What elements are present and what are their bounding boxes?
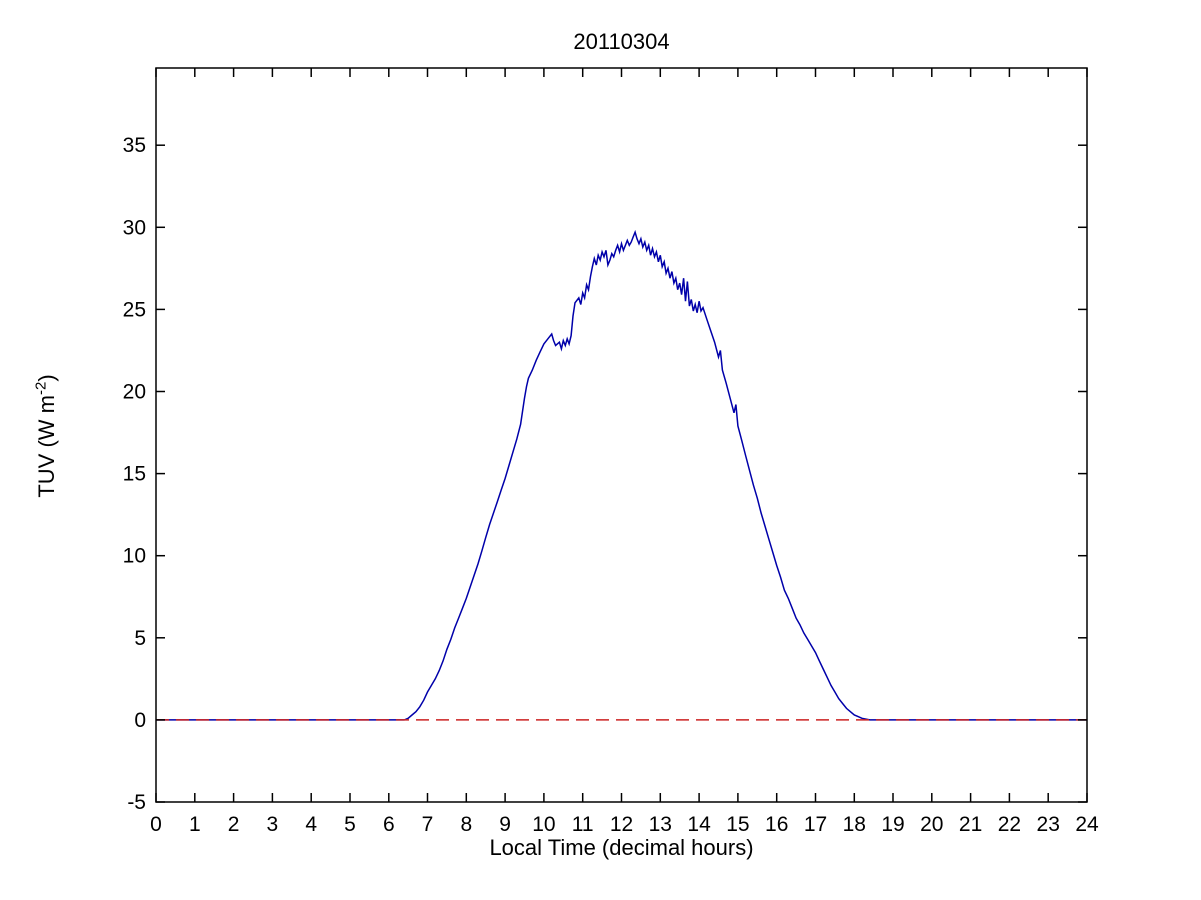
x-tick-label: 12 [610, 813, 633, 836]
y-tick-label: 20 [123, 381, 146, 404]
y-axis-label-superscript: -2 [32, 381, 50, 396]
x-tick-label: 23 [1037, 813, 1060, 836]
x-tick-label: 6 [383, 813, 395, 836]
x-tick-label: 22 [998, 813, 1021, 836]
x-tick-label: 20 [920, 813, 943, 836]
y-tick-label: 25 [123, 298, 146, 321]
x-tick-label: 11 [572, 813, 594, 836]
x-tick-label: 2 [228, 813, 240, 836]
chart-title: 20110304 [573, 29, 670, 54]
y-tick-label: 0 [134, 709, 146, 732]
y-tick-label: 30 [123, 216, 146, 239]
x-tick-label: 5 [344, 813, 356, 836]
x-tick-label: 21 [959, 813, 982, 836]
x-tick-label: 0 [150, 813, 162, 836]
y-tick-label: 35 [123, 134, 146, 157]
x-tick-label: 9 [499, 813, 511, 836]
y-axis-label-close: ) [34, 374, 59, 382]
x-tick-label: 1 [189, 813, 201, 836]
x-tick-label: 3 [267, 813, 279, 836]
x-tick-label: 14 [687, 813, 711, 836]
y-tick-label: 5 [134, 627, 146, 650]
y-tick-label: -5 [127, 791, 146, 814]
x-tick-label: 17 [804, 813, 827, 836]
x-tick-label: 7 [422, 813, 434, 836]
tuv-line [156, 229, 1087, 721]
x-tick-label: 18 [843, 813, 866, 836]
x-tick-label: 10 [532, 813, 555, 836]
x-tick-label: 24 [1075, 813, 1099, 836]
y-tick-label: 10 [123, 545, 146, 568]
y-axis-label-text: TUV (W m [34, 395, 59, 498]
x-tick-label: 13 [649, 813, 672, 836]
x-tick-label: 4 [305, 813, 317, 836]
x-tick-label: 19 [881, 813, 904, 836]
y-axis-label: TUV (W m-2) [32, 186, 59, 686]
x-tick-label: 15 [726, 813, 749, 836]
x-axis-label: Local Time (decimal hours) [489, 835, 754, 860]
plot-box [155, 67, 1088, 803]
x-tick-label: 8 [460, 813, 472, 836]
y-tick-label: 15 [123, 463, 146, 486]
x-tick-label: 16 [765, 813, 788, 836]
